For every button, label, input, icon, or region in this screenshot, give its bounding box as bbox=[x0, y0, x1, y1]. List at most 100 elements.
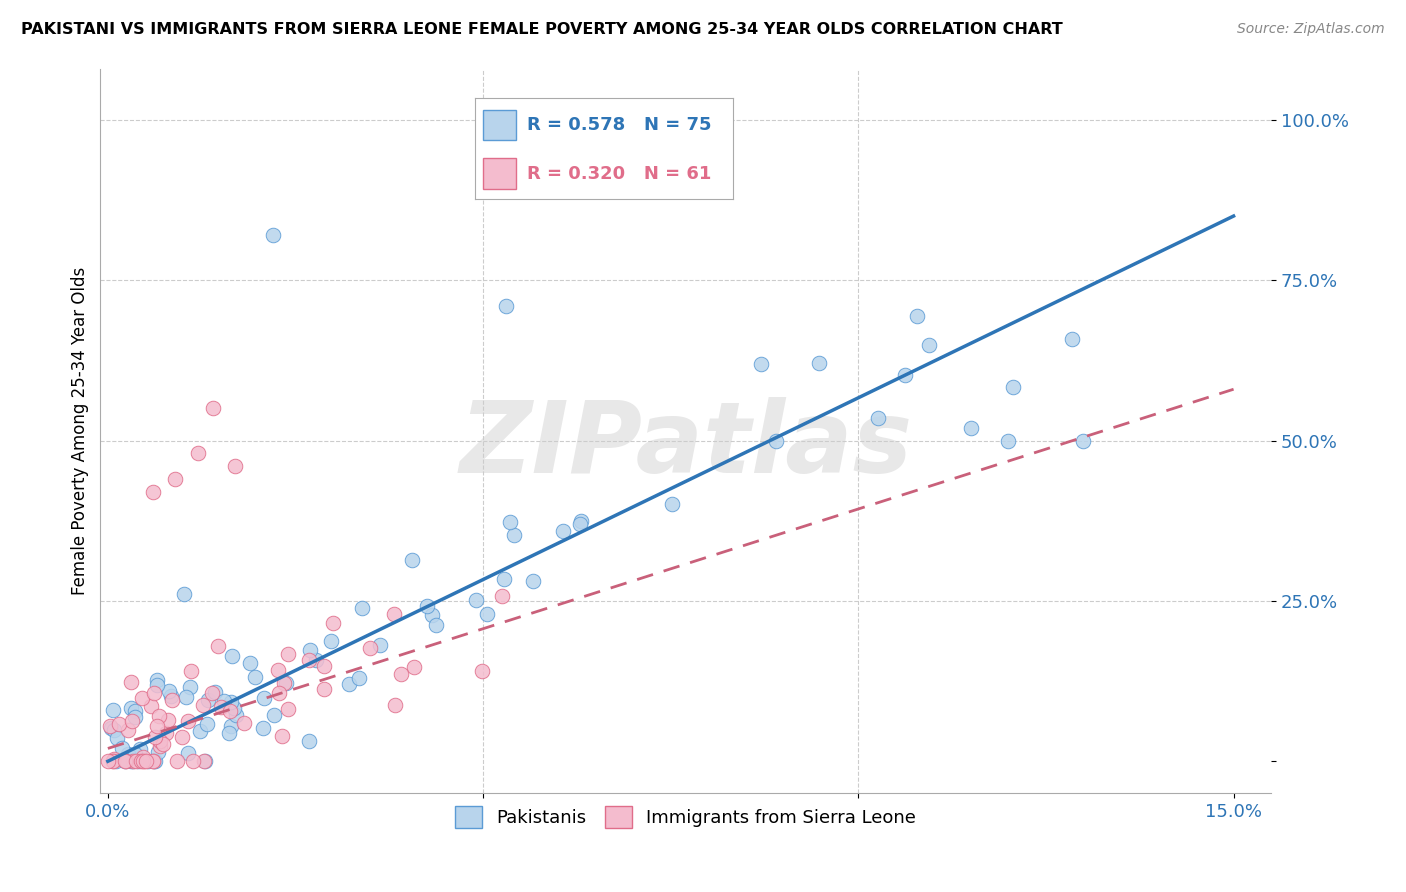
Text: ZIPatlas: ZIPatlas bbox=[460, 397, 912, 494]
Point bbox=[127, 754, 149, 768]
Point bbox=[464, 592, 486, 607]
Point bbox=[765, 434, 787, 448]
Legend: Pakistanis, Immigrants from Sierra Leone: Pakistanis, Immigrants from Sierra Leone bbox=[449, 798, 924, 835]
Point bbox=[894, 368, 917, 383]
Point bbox=[219, 718, 242, 732]
Point bbox=[425, 617, 447, 632]
Point bbox=[177, 714, 200, 728]
Point bbox=[166, 754, 188, 768]
Point bbox=[148, 709, 170, 723]
Point bbox=[522, 574, 544, 588]
Point bbox=[905, 309, 928, 323]
Point bbox=[193, 754, 215, 768]
Y-axis label: Female Poverty Among 25-34 Year Olds: Female Poverty Among 25-34 Year Olds bbox=[72, 267, 89, 595]
Point bbox=[661, 498, 683, 512]
Point bbox=[475, 607, 498, 621]
Point bbox=[115, 754, 138, 768]
Point bbox=[177, 747, 200, 761]
Point bbox=[267, 663, 290, 677]
Point bbox=[221, 648, 243, 663]
Point bbox=[132, 754, 155, 768]
Point bbox=[349, 671, 371, 685]
Point bbox=[1073, 434, 1095, 448]
Point bbox=[117, 747, 139, 761]
Point bbox=[142, 754, 165, 768]
Point bbox=[416, 599, 439, 614]
Point bbox=[298, 734, 321, 748]
Point bbox=[159, 684, 181, 698]
Point bbox=[201, 401, 224, 416]
Point bbox=[114, 754, 136, 768]
Point bbox=[129, 754, 152, 768]
Point bbox=[142, 754, 165, 768]
Point bbox=[132, 749, 155, 764]
Point bbox=[195, 717, 218, 731]
Point bbox=[131, 691, 153, 706]
Point bbox=[101, 754, 124, 768]
Point bbox=[143, 686, 166, 700]
Point bbox=[224, 701, 246, 715]
Point bbox=[368, 639, 391, 653]
Point bbox=[384, 698, 406, 712]
Point bbox=[136, 754, 159, 768]
Point bbox=[146, 673, 169, 687]
Point bbox=[498, 515, 520, 529]
Point bbox=[143, 754, 166, 768]
Point bbox=[194, 754, 217, 768]
Point bbox=[997, 434, 1019, 448]
Point bbox=[389, 666, 412, 681]
Point bbox=[143, 731, 166, 745]
Point bbox=[122, 754, 145, 768]
Point bbox=[420, 608, 443, 623]
Point bbox=[808, 355, 831, 369]
Point bbox=[868, 411, 890, 425]
Point bbox=[129, 741, 152, 756]
Point bbox=[273, 675, 295, 690]
Point bbox=[304, 653, 326, 667]
Point bbox=[104, 754, 127, 768]
Point bbox=[120, 754, 142, 768]
Point bbox=[1060, 332, 1083, 346]
Point bbox=[243, 670, 266, 684]
Point bbox=[141, 699, 163, 714]
Point bbox=[218, 726, 240, 740]
Point bbox=[124, 710, 146, 724]
Point bbox=[197, 692, 219, 706]
Point bbox=[103, 754, 125, 768]
Point bbox=[114, 754, 136, 768]
Point bbox=[105, 731, 128, 745]
Point bbox=[121, 714, 143, 728]
Point bbox=[263, 708, 285, 723]
Point bbox=[122, 754, 145, 768]
Text: PAKISTANI VS IMMIGRANTS FROM SIERRA LEONE FEMALE POVERTY AMONG 25-34 YEAR OLDS C: PAKISTANI VS IMMIGRANTS FROM SIERRA LEON… bbox=[21, 22, 1063, 37]
Point bbox=[350, 601, 373, 615]
Point bbox=[491, 589, 513, 603]
Point bbox=[155, 726, 177, 740]
Point bbox=[188, 723, 211, 738]
Point bbox=[471, 664, 494, 678]
Point bbox=[749, 357, 772, 371]
Point bbox=[494, 572, 516, 586]
Point bbox=[269, 685, 291, 699]
Point bbox=[233, 715, 256, 730]
Point bbox=[131, 754, 153, 768]
Point bbox=[172, 730, 194, 744]
Point bbox=[124, 704, 146, 718]
Point bbox=[165, 472, 187, 486]
Point bbox=[212, 694, 235, 708]
Point bbox=[568, 517, 591, 532]
Point bbox=[156, 714, 179, 728]
Point bbox=[187, 446, 209, 460]
Point bbox=[120, 701, 142, 715]
Point bbox=[146, 678, 169, 692]
Point bbox=[180, 665, 202, 679]
Point bbox=[219, 704, 242, 718]
Point bbox=[181, 754, 204, 768]
Point bbox=[277, 702, 299, 716]
Point bbox=[239, 656, 262, 670]
Point bbox=[319, 634, 342, 648]
Point bbox=[211, 700, 233, 714]
Point bbox=[103, 723, 125, 737]
Point bbox=[125, 754, 148, 768]
Point bbox=[148, 745, 170, 759]
